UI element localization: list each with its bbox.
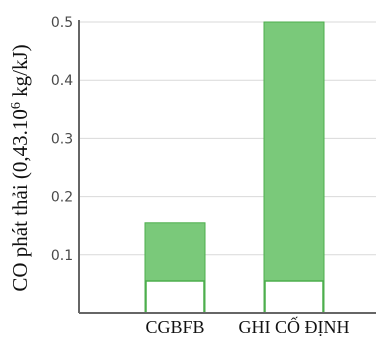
y-tick-labels: 0.1 0.2 0.3 0.4 0.5 bbox=[51, 15, 73, 264]
y-axis-label-main: CO phát thải (0,43.10 bbox=[8, 109, 32, 292]
y-tick-label: 0.5 bbox=[51, 15, 73, 31]
y-axis-label-tail: kg/kJ) bbox=[8, 44, 32, 102]
axes bbox=[78, 20, 376, 314]
y-tick-label: 0.2 bbox=[51, 190, 73, 206]
bars bbox=[144, 21, 325, 314]
y-axis-label: CO phát thải (0,43.106 kg/kJ) bbox=[8, 44, 32, 291]
x-tick-label: CGBFB bbox=[145, 317, 204, 337]
y-tick-label: 0.1 bbox=[51, 248, 73, 264]
x-tick-labels: CGBFB GHI CỐ ĐỊNH bbox=[145, 316, 349, 337]
y-tick-label: 0.3 bbox=[51, 131, 73, 147]
x-tick-label: GHI CỐ ĐỊNH bbox=[239, 316, 350, 337]
bar-lower-segment bbox=[264, 280, 324, 314]
bar bbox=[263, 21, 325, 314]
gridlines bbox=[79, 21, 376, 256]
bar-lower-segment bbox=[145, 280, 205, 314]
y-axis-label-superscript: 6 bbox=[9, 102, 24, 109]
y-tick-label: 0.4 bbox=[51, 73, 73, 89]
